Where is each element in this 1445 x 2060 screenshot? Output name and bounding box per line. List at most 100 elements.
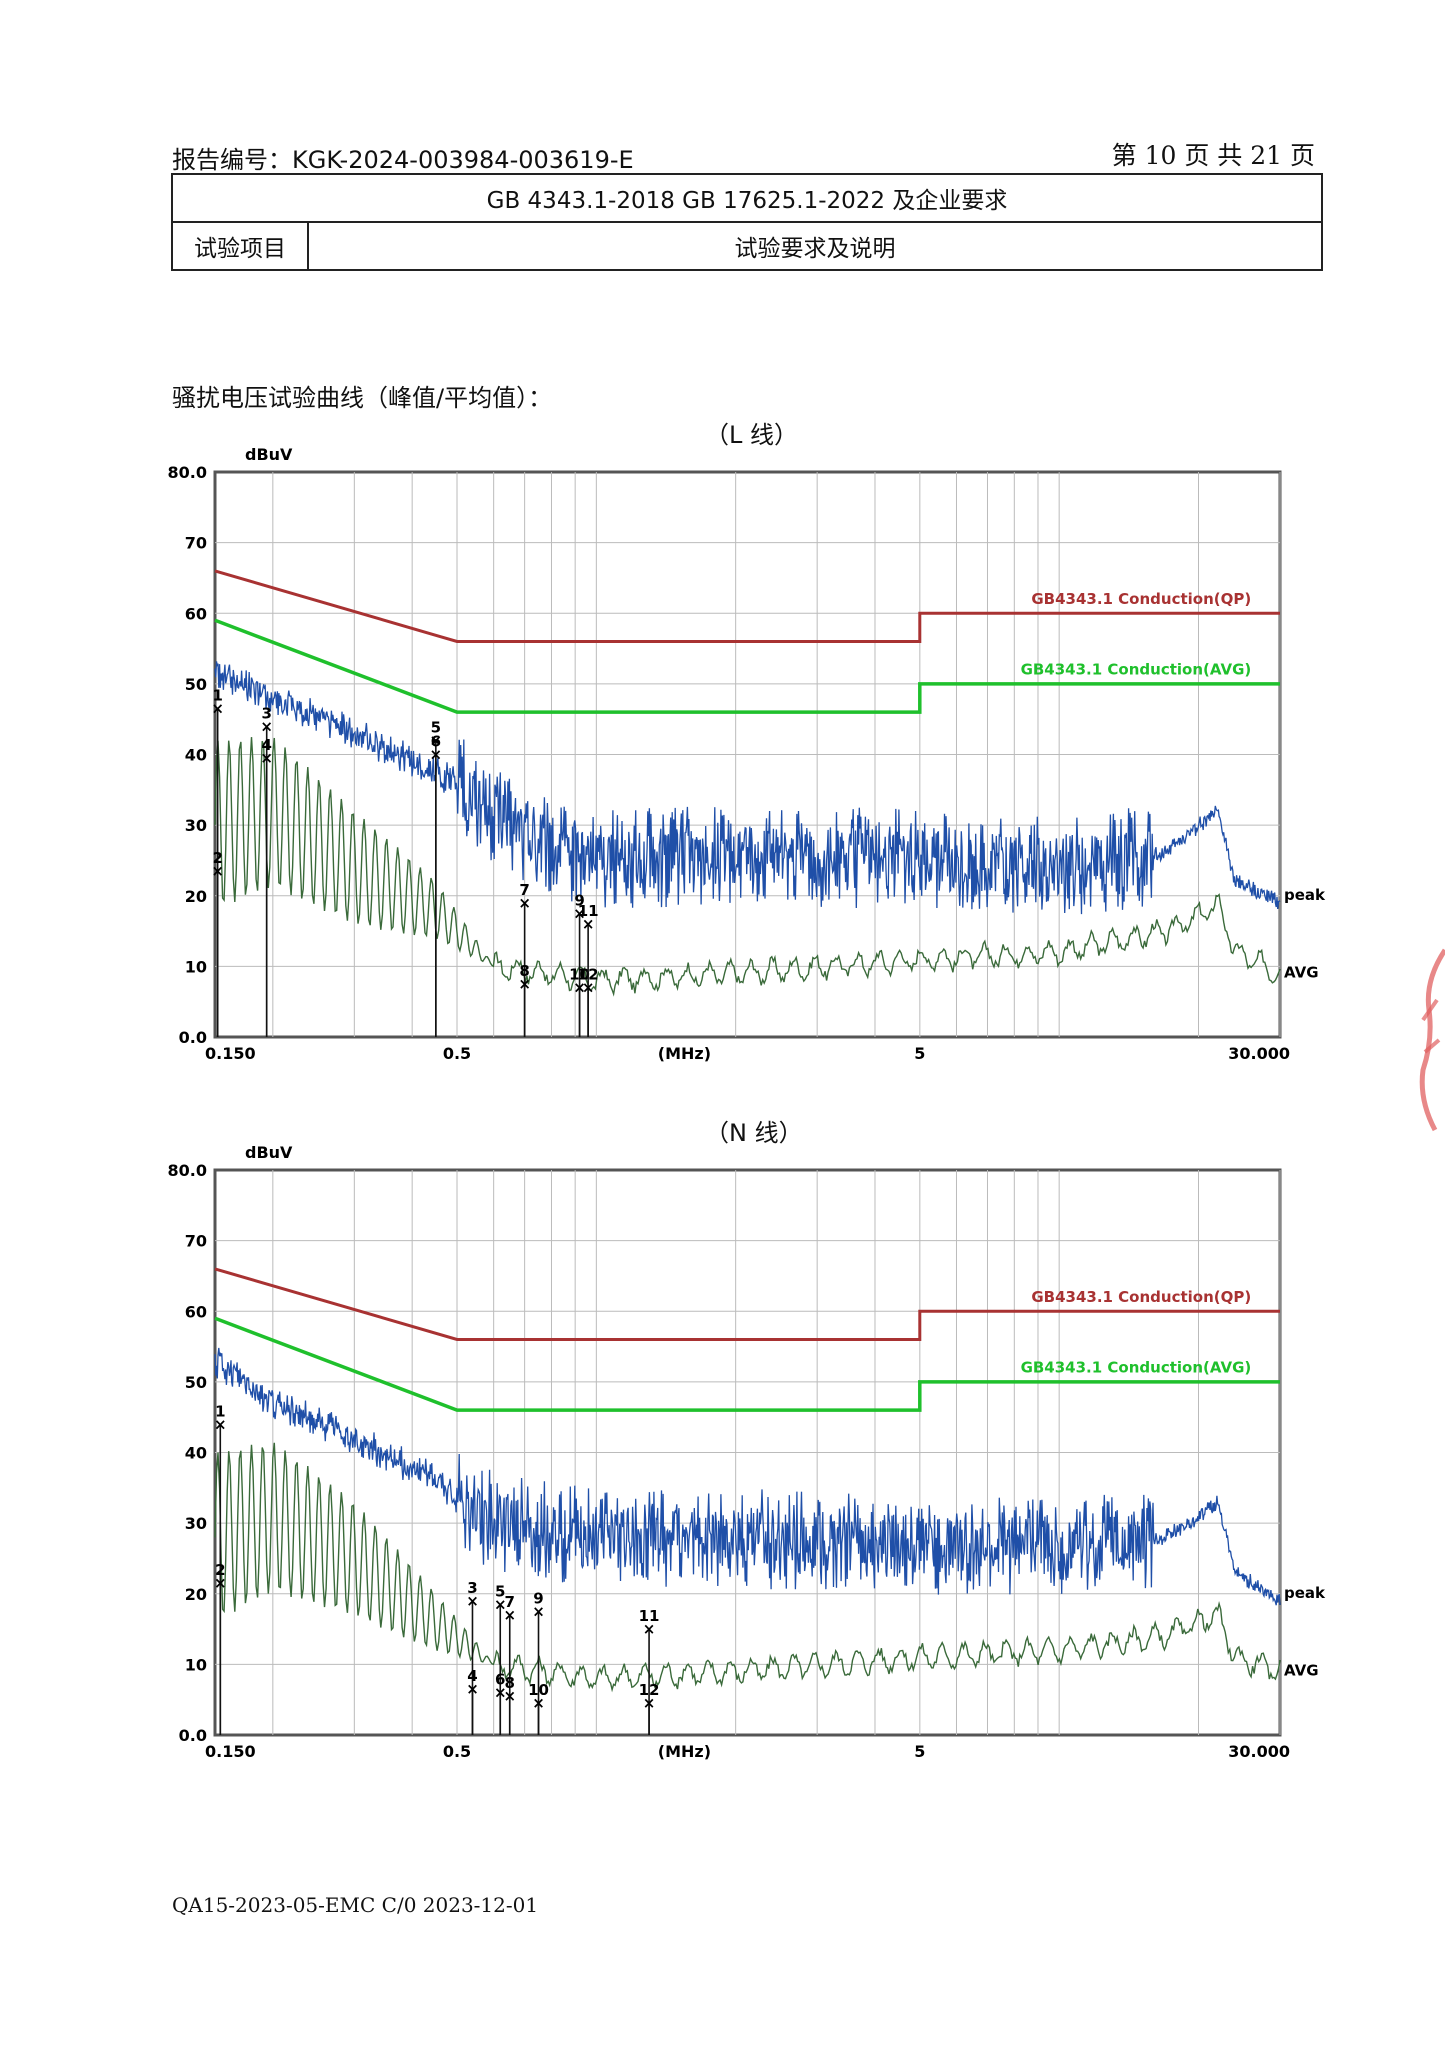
y-tick-label: 0.0 <box>179 1028 207 1047</box>
marker-label: 4 <box>467 1667 477 1685</box>
qp-limit-line <box>214 1267 1280 1341</box>
x-tick-label: 30.000 <box>1228 1742 1290 1761</box>
marker-label: 9 <box>533 1589 543 1607</box>
y-tick-label: 50 <box>185 675 207 694</box>
avg-series-label: AVG <box>1284 963 1319 981</box>
marker-label: 1 <box>215 1402 225 1420</box>
avg-limit-label: GB4343.1 Conduction(AVG) <box>1021 1359 1252 1377</box>
x-tick-label: 0.5 <box>443 1044 471 1063</box>
avg-trace <box>214 737 1281 997</box>
chart-caption-n: （N 线） <box>705 1119 803 1147</box>
marker-x: × <box>430 731 443 749</box>
y-tick-label: 40 <box>185 746 207 765</box>
marker-label: 10 <box>528 1681 549 1699</box>
marker-label: 12 <box>639 1681 660 1699</box>
marker-label: 3 <box>467 1579 477 1597</box>
y-tick-label: 10 <box>185 957 207 976</box>
peak-trace <box>214 661 1281 915</box>
y-tick-label: 50 <box>185 1373 207 1392</box>
y-tick-label: 70 <box>185 534 207 553</box>
marker-x: × <box>214 1415 227 1433</box>
marker-label: 3 <box>261 704 271 722</box>
marker-label: 11 <box>578 902 599 920</box>
report-header-table: GB 4343.1-2018 GB 17625.1-2022 及企业要求 试验项… <box>171 173 1323 271</box>
y-tick-label: 10 <box>185 1655 207 1674</box>
standard-cell: GB 4343.1-2018 GB 17625.1-2022 及企业要求 <box>171 173 1323 223</box>
marker-label: 12 <box>578 966 599 984</box>
marker-label: 6 <box>495 1671 505 1689</box>
avg-trace <box>214 1442 1281 1693</box>
marker-x: × <box>643 1694 656 1712</box>
marker-label: 4 <box>261 736 271 754</box>
marker-label: 1 <box>212 687 222 705</box>
marker-x: × <box>503 1606 516 1624</box>
qp-limit-label: GB4343.1 Conduction(QP) <box>1031 590 1251 608</box>
marker-x: × <box>518 894 531 912</box>
marker-x: × <box>532 1694 545 1712</box>
marker-x: × <box>503 1687 516 1705</box>
x-tick-label: 30.000 <box>1228 1044 1290 1063</box>
marker-x: × <box>518 975 531 993</box>
marker-label: 7 <box>505 1593 515 1611</box>
marker-x: × <box>582 979 595 997</box>
footer-doc-code: QA15-2023-05-EMC C/0 2023-12-01 <box>172 1893 539 1917</box>
section-title: 骚扰电压试验曲线（峰值/平均值）： <box>172 384 553 412</box>
y-tick-label: 60 <box>185 1302 207 1321</box>
report-number: 报告编号：KGK-2024-003984-003619-E <box>172 146 634 174</box>
marker-x: × <box>466 1592 479 1610</box>
marker-label: 9 <box>574 891 584 909</box>
chart-l-line: 80.0 70 60 50 40 30 20 10 0.0 dBuV 0.150 0.5 (MHz) 5 3… <box>168 445 1327 1063</box>
x-tick-label: 5 <box>914 1044 925 1063</box>
avg-limit-line <box>214 618 1280 714</box>
marker-x: × <box>573 904 586 922</box>
x-tick-label: (MHz) <box>658 1044 711 1063</box>
y-tick-label: 40 <box>185 1444 207 1463</box>
marker-x: × <box>430 746 443 764</box>
avg-series-label: AVG <box>1284 1661 1319 1679</box>
marker-x: × <box>211 700 224 718</box>
avg-limit-line <box>214 1316 1280 1412</box>
chart-caption-l: （L 线） <box>705 421 798 449</box>
y-tick-label: 70 <box>185 1232 207 1251</box>
marker-x: × <box>494 1684 507 1702</box>
y-tick-label: 0.0 <box>179 1726 207 1745</box>
marker-label: 5 <box>495 1582 505 1600</box>
marker-x: × <box>466 1680 479 1698</box>
peak-trace <box>214 1347 1281 1606</box>
y-tick-label: 30 <box>185 1514 207 1533</box>
marker-label: 2 <box>215 1561 225 1579</box>
y-axis-label: dBuV <box>245 445 293 464</box>
marker-x: × <box>260 749 273 767</box>
x-tick-label: (MHz) <box>658 1742 711 1761</box>
qp-limit-label: GB4343.1 Conduction(QP) <box>1031 1288 1251 1306</box>
seal-stamp-fragment <box>1419 948 1445 1132</box>
marker-x: × <box>494 1595 507 1613</box>
marker-label: 6 <box>431 733 441 751</box>
marker-x: × <box>573 979 586 997</box>
marker-x: × <box>643 1620 656 1638</box>
marker-label: 7 <box>519 881 529 899</box>
marker-x: × <box>260 717 273 735</box>
marker-x: × <box>211 862 224 880</box>
y-tick-label: 60 <box>185 604 207 623</box>
y-axis-label: dBuV <box>245 1143 293 1162</box>
x-tick-label: 0.150 <box>205 1742 256 1761</box>
y-tick-label: 80.0 <box>168 1161 207 1180</box>
x-tick-label: 0.150 <box>205 1044 256 1063</box>
marker-label: 8 <box>519 962 529 980</box>
y-tick-label: 80.0 <box>168 463 207 482</box>
marker-label: 5 <box>431 718 441 736</box>
marker-x: × <box>582 915 595 933</box>
test-item-header: 试验项目 <box>171 221 309 271</box>
marker-x: × <box>214 1574 227 1592</box>
y-tick-label: 20 <box>185 1585 207 1604</box>
test-requirement-header: 试验要求及说明 <box>307 221 1323 271</box>
qp-limit-line <box>214 569 1280 643</box>
y-tick-label: 30 <box>185 816 207 835</box>
x-tick-label: 5 <box>914 1742 925 1761</box>
marker-label: 11 <box>639 1607 660 1625</box>
marker-label: 2 <box>212 849 222 867</box>
x-tick-label: 0.5 <box>443 1742 471 1761</box>
peak-series-label: peak <box>1284 1584 1326 1602</box>
